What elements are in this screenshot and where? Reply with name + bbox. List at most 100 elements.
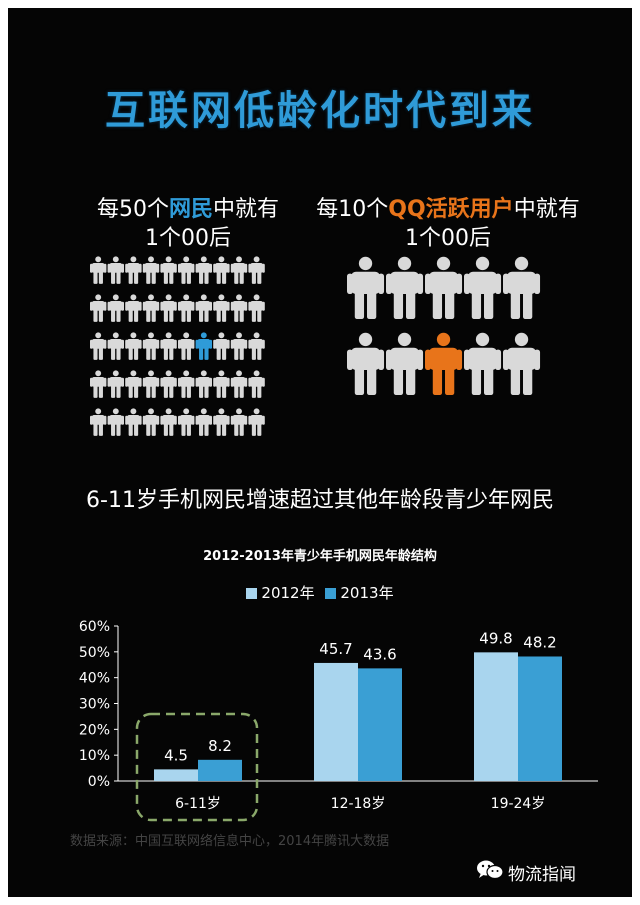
y-tick-label: 50% (79, 645, 110, 661)
person-figure (107, 332, 124, 360)
person-figure (347, 256, 385, 319)
person-figure (90, 370, 107, 398)
chart-title: 2012-2013年青少年手机网民年龄结构 (203, 549, 437, 564)
person-figure (178, 408, 195, 436)
person-figure (107, 408, 124, 436)
person-figure (213, 332, 230, 360)
bar-value-label: 4.5 (164, 746, 188, 764)
person-figure (142, 294, 160, 322)
person-figure (90, 256, 107, 284)
source-note: 数据来源：中国互联网络信息中心，2014年腾讯大数据 (70, 834, 390, 849)
person-figure (230, 256, 248, 284)
bar-2012年-19-24岁 (474, 652, 518, 781)
person-figure (248, 370, 265, 398)
person-figure (230, 332, 248, 360)
person-figure (142, 256, 160, 284)
bar-2013年-12-18岁 (358, 668, 402, 781)
person-figure (195, 256, 212, 284)
person-figure (195, 408, 212, 436)
person-figure (125, 256, 142, 284)
person-figure (90, 332, 107, 360)
bar-2012年-12-18岁 (314, 662, 358, 781)
person-figure (125, 294, 142, 322)
person-figure (90, 294, 107, 322)
person-figure (160, 370, 177, 398)
stat-right-line2: 1个00后 (405, 226, 491, 251)
person-figure (248, 332, 265, 360)
stat-right-highlight: QQ活跃用户 (388, 197, 514, 222)
bar-value-label: 43.6 (363, 645, 396, 663)
person-figure (178, 332, 195, 360)
person-figure (347, 332, 385, 395)
bar-value-label: 45.7 (319, 640, 352, 658)
person-figure (90, 408, 107, 436)
bar-2012年-6-11岁 (154, 769, 198, 781)
stat-left-line2: 1个00后 (145, 226, 231, 251)
pictogram-right (347, 256, 541, 395)
wechat-icon (477, 860, 504, 880)
person-figure (160, 256, 177, 284)
person-figure (195, 294, 212, 322)
pictogram-left (90, 256, 265, 436)
person-figure (230, 294, 248, 322)
bar-chart: 0% 10% 20% 30% 40% 50% 60% 4.5 8.2 6-11岁 45.7 43.6 1… (79, 619, 598, 822)
person-figure (386, 332, 424, 395)
person-figure (178, 370, 195, 398)
y-tick-label: 30% (79, 697, 110, 713)
person-figure (248, 294, 265, 322)
legend-swatch-2013 (325, 588, 337, 599)
y-tick-label: 40% (79, 671, 110, 687)
highlight-box (135, 712, 259, 822)
y-tick-label: 10% (79, 748, 110, 764)
person-figure (464, 332, 502, 395)
person-figure (107, 294, 124, 322)
person-figure (160, 408, 177, 436)
person-figure (213, 294, 230, 322)
bar-2013年-6-11岁 (198, 759, 242, 781)
brand-name: 物流指闻 (508, 865, 576, 885)
person-figure (195, 332, 212, 360)
headline: 6-11岁手机网民增速超过其他年龄段青少年网民 (86, 488, 554, 513)
person-figure (178, 256, 195, 284)
person-figure (386, 256, 424, 319)
person-figure (125, 408, 142, 436)
stat-right: 每10个QQ活跃用户中就有 1个00后 (298, 195, 598, 253)
bar-value-label: 8.2 (208, 737, 232, 755)
page-title: 互联网低龄化时代到来 (105, 88, 535, 134)
person-figure (125, 370, 142, 398)
person-figure (213, 408, 230, 436)
person-figure (230, 370, 248, 398)
person-figure (464, 256, 502, 319)
y-tick-label: 60% (79, 619, 110, 635)
stat-right-line1: 每10个QQ活跃用户中就有 (298, 195, 598, 224)
bar-value-label: 49.8 (479, 629, 512, 647)
legend-swatch-2012 (246, 588, 258, 599)
person-figure (248, 256, 265, 284)
stat-right-pre: 每10个 (316, 197, 389, 222)
y-tick-label: 0% (88, 774, 110, 790)
person-figure (425, 256, 463, 319)
person-figure (178, 294, 195, 322)
person-figure (213, 256, 230, 284)
y-tick-label: 20% (79, 722, 110, 738)
bar-2013年-19-24岁 (518, 656, 562, 781)
x-tick-label: 19-24岁 (491, 796, 546, 812)
bar-value-label: 48.2 (523, 633, 556, 651)
person-figure (503, 256, 541, 319)
person-figure (213, 370, 230, 398)
legend-item-2013: 2013年 (325, 582, 394, 603)
person-figure (230, 408, 248, 436)
person-figure (160, 332, 177, 360)
person-figure (142, 332, 160, 360)
person-figure (107, 256, 124, 284)
person-figure (248, 408, 265, 436)
legend-item-2012: 2012年 (246, 582, 315, 603)
stat-right-post: 中就有 (513, 197, 580, 222)
poster: 互联网低龄化时代到来 每50个网民中就有 1个00后 每10个QQ活跃用户中就有… (8, 8, 632, 897)
person-figure (160, 294, 177, 322)
x-tick-label: 12-18岁 (331, 796, 386, 812)
person-figure (195, 370, 212, 398)
stat-left-pre: 每50个 (96, 197, 169, 222)
person-figure (107, 370, 124, 398)
stat-left: 每50个网民中就有 1个00后 (78, 195, 298, 253)
